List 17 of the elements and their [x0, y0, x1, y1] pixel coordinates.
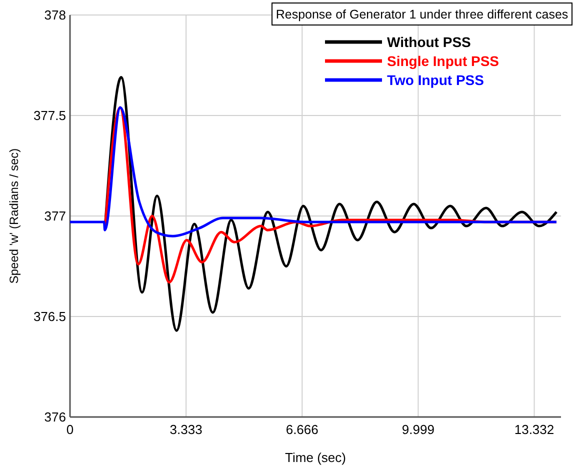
y-tick-label: 377.5: [33, 108, 66, 124]
y-tick-label: 378: [44, 8, 66, 23]
x-tick-label: 13.332: [514, 422, 554, 437]
x-tick-label: 6.666: [286, 422, 318, 437]
x-tick-label: 9.999: [402, 422, 434, 437]
x-tick-label: 3.333: [170, 422, 202, 437]
legend-label: Two Input PSS: [387, 72, 484, 88]
y-tick-label: 377: [44, 208, 66, 224]
legend-label: Single Input PSS: [387, 52, 500, 69]
line-series: [68, 106, 558, 238]
legend-label: Without PSS: [387, 34, 471, 50]
chart-title: Response of Generator 1 under three different cases: [276, 8, 568, 22]
y-axis-title: Speed 'w' (Radians / sec): [7, 148, 21, 284]
y-tick-label: 376.5: [33, 309, 66, 324]
x-axis-title: Time (sec): [285, 450, 346, 465]
x-tick-label: 0: [66, 422, 74, 437]
y-tick-label: 376: [44, 410, 66, 425]
